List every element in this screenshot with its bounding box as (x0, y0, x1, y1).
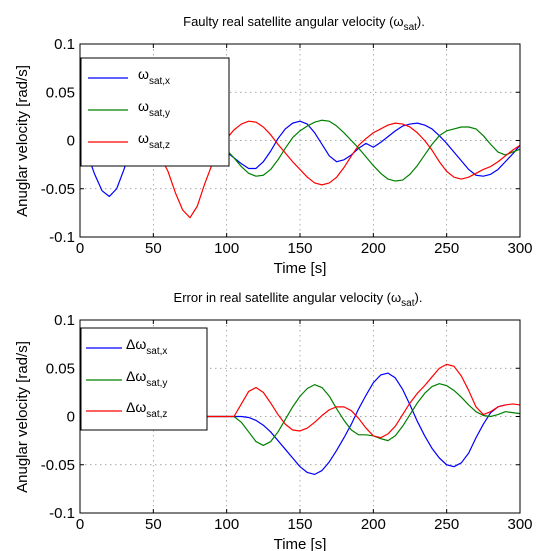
x-tick-label: 200 (361, 516, 386, 533)
x-tick-label: 0 (76, 516, 84, 533)
x-tick-label: 150 (287, 240, 312, 257)
legend-label-omega-x: ωsat,x (138, 66, 170, 87)
legend-label-omega-y: ωsat,y (138, 98, 170, 119)
chart-2-legend: Δωsat,x Δωsat,y Δωsat,z (80, 327, 208, 431)
chart-1-legend: ωsat,x ωsat,y ωsat,z (80, 57, 230, 167)
chart-2-ylabel: Anuglar velocity [rad/s] (14, 341, 31, 493)
y-tick-label: 0.1 (54, 36, 75, 53)
y-tick-label: -0.05 (41, 457, 75, 474)
y-tick-label: 0 (67, 133, 75, 150)
chart-1-legend-box (80, 57, 230, 167)
chart-2-plot-frame (79, 319, 521, 514)
legend-label-delta-omega-x: Δωsat,x (126, 336, 167, 357)
y-tick-label: 0.05 (46, 360, 75, 377)
x-tick-label: 100 (214, 240, 239, 257)
x-tick-label: 300 (507, 240, 532, 257)
chart-2-legend-box (80, 327, 208, 431)
x-tick-label: 0 (76, 240, 84, 257)
chart-2-xlabel: Time [s] (274, 536, 327, 551)
x-tick-label: 100 (214, 516, 239, 533)
y-tick-label: 0.1 (54, 312, 75, 329)
y-tick-label: 0.05 (46, 84, 75, 101)
chart-1-xlabel: Time [s] (274, 260, 327, 277)
chart-2: Error in real satellite angular velocity… (14, 290, 533, 551)
x-tick-label: 250 (434, 240, 459, 257)
chart-1-ylabel: Anuglar velocity [rad/s] (14, 65, 31, 217)
y-tick-label: -0.1 (49, 505, 75, 522)
chart-1-title: Faulty real satellite angular velocity (… (183, 14, 425, 33)
legend-label-omega-z: ωsat,z (138, 130, 170, 151)
x-tick-label: 150 (287, 516, 312, 533)
legend-label-delta-omega-y: Δωsat,y (126, 368, 167, 389)
x-tick-label: 300 (507, 516, 532, 533)
x-tick-label: 50 (145, 240, 162, 257)
chart-2-ticks: 0 50 100 150 200 250 300 -0.1 -0.05 0 0.05 0.1 (41, 312, 533, 533)
chart-1-ticks: 0 50 100 150 200 250 300 -0.1 -0.05 0 0.05 0.1 (41, 36, 533, 257)
chart-2-title: Error in real satellite angular velocity… (174, 290, 423, 309)
legend-label-delta-omega-z: Δωsat,z (126, 399, 167, 420)
y-tick-label: -0.1 (49, 229, 75, 246)
x-tick-label: 50 (145, 516, 162, 533)
x-tick-label: 200 (361, 240, 386, 257)
y-tick-label: 0 (67, 409, 75, 426)
y-tick-label: -0.05 (41, 181, 75, 198)
chart-1-plot-frame (79, 43, 521, 238)
chart-1: Faulty real satellite angular velocity (… (14, 14, 533, 277)
x-tick-label: 250 (434, 516, 459, 533)
